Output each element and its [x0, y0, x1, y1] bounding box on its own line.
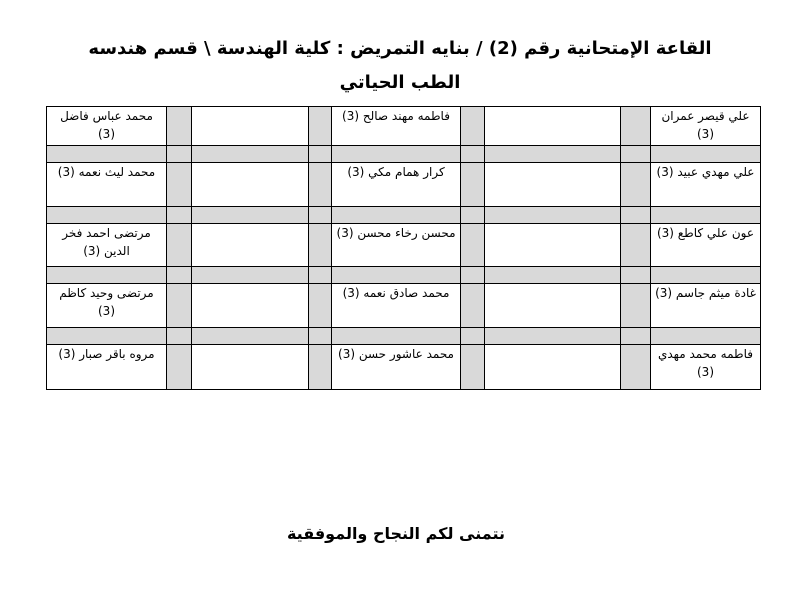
student-name-cell: محمد ليث نعمه (3) [46, 162, 167, 207]
student-name-cell: عون علي كاطع (3) [650, 223, 761, 267]
page-subtitle: الطب الحياتي [339, 72, 461, 93]
separator-cell [308, 206, 332, 224]
separator-cell [191, 266, 309, 284]
separator-cell [308, 327, 332, 345]
separator-cell [331, 145, 461, 163]
shaded-cell [166, 223, 192, 267]
separator-cell [166, 266, 192, 284]
shaded-cell [460, 106, 485, 146]
student-name-cell: فاطمه محمد مهدي (3) [650, 344, 761, 390]
separator-cell [484, 206, 621, 224]
shaded-cell [308, 223, 332, 267]
separator-row [46, 266, 761, 284]
separator-cell [620, 327, 651, 345]
separator-cell [460, 206, 485, 224]
student-name-cell: مرتضى احمد فخر الدين (3) [46, 223, 167, 267]
student-name-cell: محمد صادق نعمه (3) [331, 283, 461, 328]
empty-cell [484, 223, 621, 267]
separator-cell [331, 266, 461, 284]
shaded-cell [460, 162, 485, 207]
student-name-cell: غادة ميثم جاسم (3) [650, 283, 761, 328]
separator-cell [308, 145, 332, 163]
separator-cell [191, 206, 309, 224]
shaded-cell [460, 283, 485, 328]
separator-row [46, 206, 761, 224]
empty-cell [484, 283, 621, 328]
separator-row [46, 145, 761, 163]
empty-cell [191, 106, 309, 146]
separator-cell [46, 145, 167, 163]
separator-cell [484, 327, 621, 345]
separator-cell [484, 266, 621, 284]
separator-cell [331, 206, 461, 224]
seating-table: محمد عباس فاضل (3) فاطمه مهند صالح (3) علي… [46, 106, 761, 390]
empty-cell [191, 162, 309, 207]
separator-cell [191, 327, 309, 345]
separator-cell [620, 206, 651, 224]
separator-cell [460, 145, 485, 163]
shaded-cell [308, 344, 332, 390]
shaded-cell [620, 106, 651, 146]
shaded-cell [460, 223, 485, 267]
seat-row: محمد عباس فاضل (3) فاطمه مهند صالح (3) علي… [46, 106, 761, 146]
student-name-cell: مروه باقر صبار (3) [46, 344, 167, 390]
shaded-cell [166, 162, 192, 207]
separator-cell [166, 145, 192, 163]
separator-cell [166, 206, 192, 224]
separator-cell [620, 145, 651, 163]
separator-cell [460, 266, 485, 284]
separator-cell [46, 266, 167, 284]
seat-row: مرتضى احمد فخر الدين (3) محسن رخاء محسن (… [46, 223, 761, 267]
student-name-cell: محمد عاشور حسن (3) [331, 344, 461, 390]
student-name-cell: محسن رخاء محسن (3) [331, 223, 461, 267]
student-name-cell: محمد عباس فاضل (3) [46, 106, 167, 146]
seat-row: محمد ليث نعمه (3) كرار همام مكي (3) علي مه… [46, 162, 761, 207]
shaded-cell [620, 162, 651, 207]
empty-cell [484, 344, 621, 390]
student-name-cell: مرتضى وحيد كاظم (3) [46, 283, 167, 328]
shaded-cell [308, 106, 332, 146]
shaded-cell [308, 162, 332, 207]
separator-cell [460, 327, 485, 345]
shaded-cell [620, 283, 651, 328]
footer-message: نتمنى لكم النجاح والموفقية [286, 524, 506, 543]
separator-cell [620, 266, 651, 284]
empty-cell [484, 106, 621, 146]
shaded-cell [166, 283, 192, 328]
separator-cell [166, 327, 192, 345]
student-name-cell: علي قيصر عمران (3) [650, 106, 761, 146]
student-name-cell: فاطمه مهند صالح (3) [331, 106, 461, 146]
seat-row: مروه باقر صبار (3) محمد عاشور حسن (3) فاطم… [46, 344, 761, 390]
page-title: القاعة الإمتحانية رقم (2) / بنايه التمري… [88, 38, 712, 59]
separator-cell [650, 206, 761, 224]
shaded-cell [308, 283, 332, 328]
empty-cell [484, 162, 621, 207]
empty-cell [191, 283, 309, 328]
student-name-cell: كرار همام مكي (3) [331, 162, 461, 207]
separator-cell [308, 266, 332, 284]
separator-cell [46, 327, 167, 345]
separator-cell [650, 145, 761, 163]
separator-row [46, 327, 761, 345]
separator-cell [331, 327, 461, 345]
shaded-cell [460, 344, 485, 390]
shaded-cell [620, 344, 651, 390]
shaded-cell [620, 223, 651, 267]
separator-cell [191, 145, 309, 163]
shaded-cell [166, 106, 192, 146]
empty-cell [191, 223, 309, 267]
separator-cell [484, 145, 621, 163]
shaded-cell [166, 344, 192, 390]
empty-cell [191, 344, 309, 390]
seat-row: مرتضى وحيد كاظم (3) محمد صادق نعمه (3) غاد… [46, 283, 761, 328]
separator-cell [650, 327, 761, 345]
student-name-cell: علي مهدي عبيد (3) [650, 162, 761, 207]
separator-cell [650, 266, 761, 284]
separator-cell [46, 206, 167, 224]
